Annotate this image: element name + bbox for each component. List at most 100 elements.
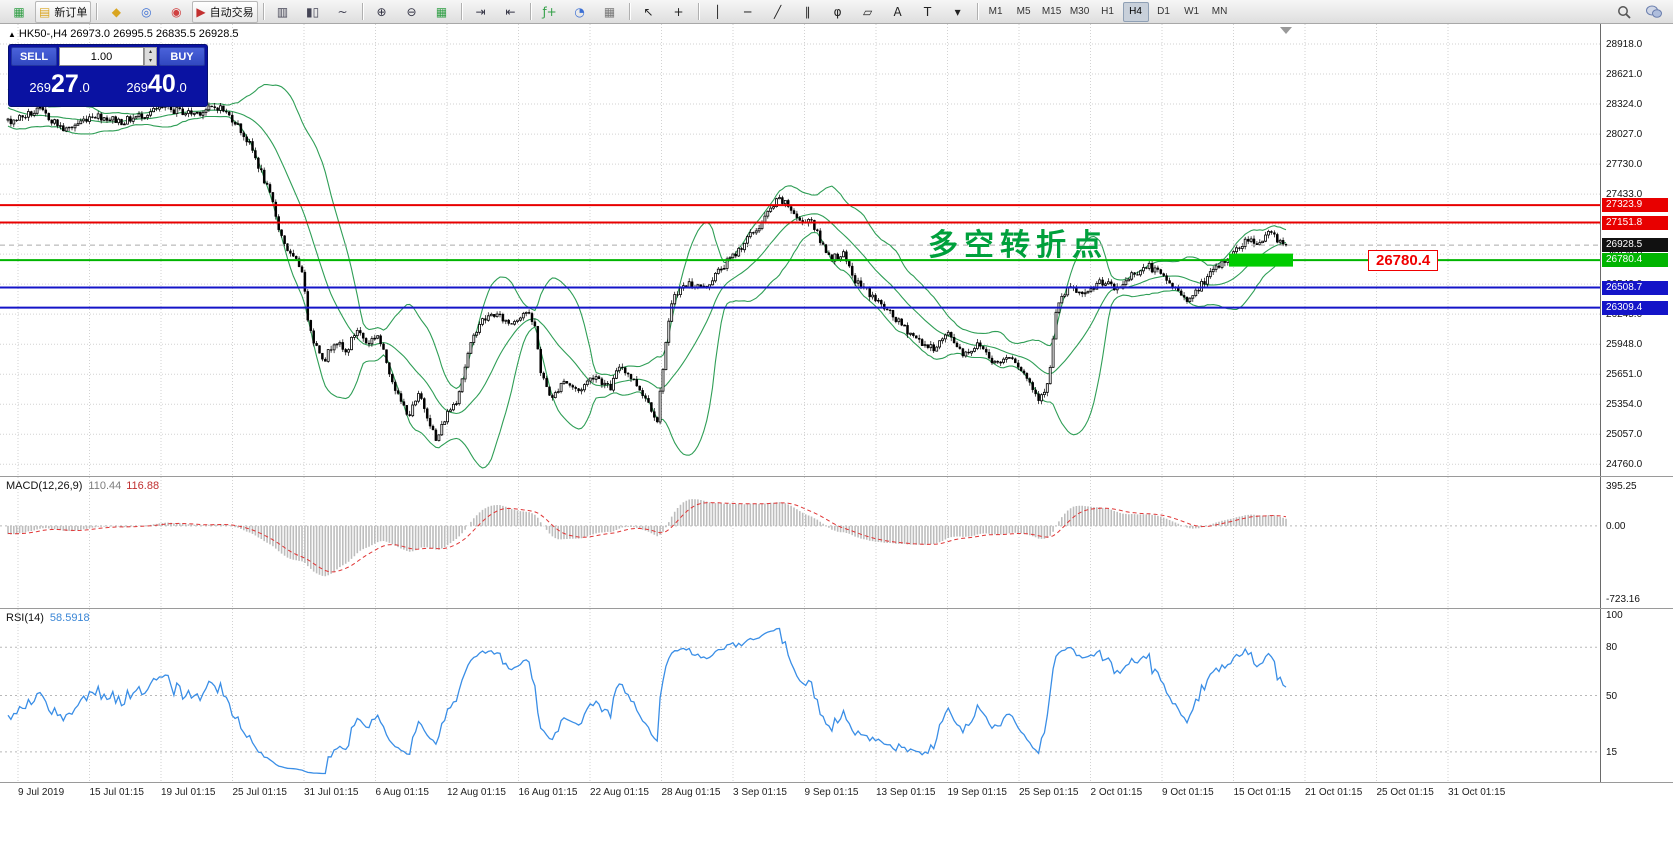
app-icon[interactable]: ▦	[5, 1, 33, 23]
volume-decrease-button[interactable]: ▾	[148, 57, 152, 64]
chat-icon[interactable]	[1640, 1, 1668, 23]
templates-icon[interactable]: ▦	[596, 1, 624, 23]
timeframe-h4[interactable]: H4	[1122, 1, 1149, 22]
price-scale[interactable]: 28918.0 28621.0 28324.0 28027.0 27730.0 27433…	[1600, 24, 1673, 782]
rsi-chart[interactable]	[0, 609, 1600, 782]
candlestick-chart-icon: ▮▯	[305, 4, 320, 19]
chart-area: ▲ HK50-,H4 26973.0 26995.5 26835.5 26928.…	[0, 24, 1673, 857]
scale-tick-label: 0.00	[1606, 520, 1626, 532]
timeframe-m15[interactable]: M15	[1041, 6, 1062, 17]
macd-chart[interactable]	[0, 477, 1600, 608]
chart-shift-icon[interactable]: ⇤	[497, 1, 525, 23]
date-label: 25 Jul 01:15	[232, 787, 288, 798]
autotrading-button[interactable]: ▶ 自动交易	[192, 0, 258, 23]
price-line-tag: 26309.4	[1602, 300, 1668, 315]
periods-icon: ◔	[574, 4, 585, 19]
crosshair-icon: +	[673, 4, 684, 19]
scale-tick-label: 25354.0	[1606, 399, 1643, 411]
auto-scroll-icon[interactable]: ⇥	[467, 1, 495, 23]
date-label: 9 Sep 01:15	[804, 787, 859, 798]
arrows-icon[interactable]: T	[914, 1, 942, 23]
date-label: 28 Aug 01:15	[661, 787, 721, 798]
chart-shift-icon: ⇤	[505, 4, 516, 19]
cursor-icon[interactable]: ↖	[635, 1, 663, 23]
timeframe-m30[interactable]: M30	[1069, 6, 1090, 17]
channel-icon: ∥	[804, 4, 811, 19]
indicators-icon: ƒ+	[542, 4, 557, 19]
scale-tick-label: 15	[1606, 746, 1618, 758]
text-icon[interactable]: A	[884, 1, 912, 23]
toolbar-separator	[976, 3, 978, 20]
volume-increase-button[interactable]: ▴	[148, 49, 152, 55]
trendline-icon[interactable]: ╱	[764, 1, 792, 23]
candlestick-chart-icon[interactable]: ▮▯	[299, 1, 327, 23]
templates-icon: ▦	[603, 4, 616, 19]
auto-scroll-icon: ⇥	[475, 4, 486, 19]
toolbar-separator	[529, 3, 531, 20]
scale-tick-label: 25948.0	[1606, 339, 1643, 351]
new-order-button[interactable]: ▤ 新订单	[35, 0, 92, 23]
objects-dropdown-icon[interactable]: ▾	[944, 1, 972, 23]
panel-separator[interactable]	[0, 476, 1673, 477]
vertical-line-icon[interactable]: │	[704, 1, 732, 23]
chart-annotation-text[interactable]: 多空转折点	[928, 229, 1108, 262]
zoom-in-icon[interactable]: ⊕	[368, 1, 396, 23]
line-chart-icon[interactable]: ~	[329, 1, 357, 23]
panel-separator[interactable]	[0, 608, 1673, 609]
scale-tick-label: 100	[1606, 610, 1623, 621]
news-icon[interactable]: ◉	[162, 1, 190, 23]
scale-tick-label: 28621.0	[1606, 69, 1643, 81]
scale-tick-label: 28918.0	[1606, 39, 1643, 50]
date-label: 21 Oct 01:15	[1305, 787, 1363, 798]
volume-input[interactable]	[59, 47, 144, 66]
timeframe-m5[interactable]: M5	[1016, 6, 1031, 17]
toolbar-buttons: ▦ ▤ 新订单 ◆ ◎ ◉ ▶ 自动交易 ▥ ▮▯ ~ ⊕ ⊖ ▦ ⇥ ⇤ ƒ+ ◔ ▦ ↖ + │ ─ ╱ ∥ φ ▱ A T ▾ M1 M…	[4, 0, 1234, 23]
macd-indicator-label: MACD(12,26,9) 110.44 116.88	[6, 480, 160, 492]
date-label: 31 Oct 01:15	[1448, 787, 1506, 798]
panel-separator[interactable]	[0, 782, 1673, 783]
ohlc-values: 26973.0 26995.5 26835.5 26928.5	[70, 28, 239, 40]
toolbar-separator	[460, 3, 462, 20]
time-axis[interactable]: 9 Jul 2019 15 Jul 01:15 19 Jul 01:15 25 Jul…	[0, 783, 1673, 857]
shapes-icon[interactable]: ▱	[854, 1, 882, 23]
date-label: 25 Sep 01:15	[1019, 787, 1079, 798]
sell-button[interactable]: SELL	[11, 47, 57, 66]
timeframe-h1[interactable]: H1	[1101, 6, 1114, 17]
scale-tick-label: 25057.0	[1606, 429, 1643, 441]
scale-tick-label: 27433.0	[1606, 189, 1643, 201]
scale-tick-label: 28324.0	[1606, 99, 1643, 111]
scale-tick-label: -723.16	[1606, 594, 1640, 605]
bar-chart-icon[interactable]: ▥	[269, 1, 297, 23]
buy-button[interactable]: BUY	[159, 47, 205, 66]
timeframe-w1[interactable]: W1	[1184, 6, 1200, 17]
timeframe-d1[interactable]: D1	[1157, 6, 1170, 17]
horizontal-line-icon: ─	[743, 4, 752, 19]
periods-icon[interactable]: ◔	[566, 1, 594, 23]
toolbar-separator	[628, 3, 630, 20]
deposit-icon[interactable]: ◆	[102, 1, 130, 23]
crosshair-icon[interactable]: +	[665, 1, 693, 23]
channel-icon[interactable]: ∥	[794, 1, 822, 23]
tile-windows-icon[interactable]: ▦	[428, 1, 456, 23]
buy-price-button[interactable]: 269 40.0	[126, 70, 187, 98]
fibonacci-icon[interactable]: φ	[824, 1, 852, 23]
timeframe-m1[interactable]: M1	[988, 6, 1003, 17]
price-line-tag: 26780.4	[1602, 253, 1668, 268]
sell-price-button[interactable]: 269 27.0	[29, 70, 90, 98]
arrows-icon: T	[923, 4, 932, 19]
horizontal-line-icon[interactable]: ─	[734, 1, 762, 23]
timeframe-mn[interactable]: MN	[1211, 6, 1228, 17]
zoom-out-icon: ⊖	[406, 4, 417, 19]
date-label: 12 Aug 01:15	[447, 787, 506, 798]
date-label: 31 Jul 01:15	[304, 787, 359, 798]
price-label-box[interactable]: 26780.4	[1368, 250, 1439, 271]
indicators-icon[interactable]: ƒ+	[536, 1, 564, 23]
main-chart[interactable]	[0, 24, 1600, 476]
accounts-icon[interactable]: ◎	[132, 1, 160, 23]
search-icon[interactable]	[1610, 1, 1638, 23]
new-order-button-label: 新订单	[54, 5, 88, 19]
symbol-name: HK50-,H4	[18, 28, 68, 40]
zoom-out-icon[interactable]: ⊖	[398, 1, 426, 23]
date-label: 2 Oct 01:15	[1090, 787, 1143, 798]
